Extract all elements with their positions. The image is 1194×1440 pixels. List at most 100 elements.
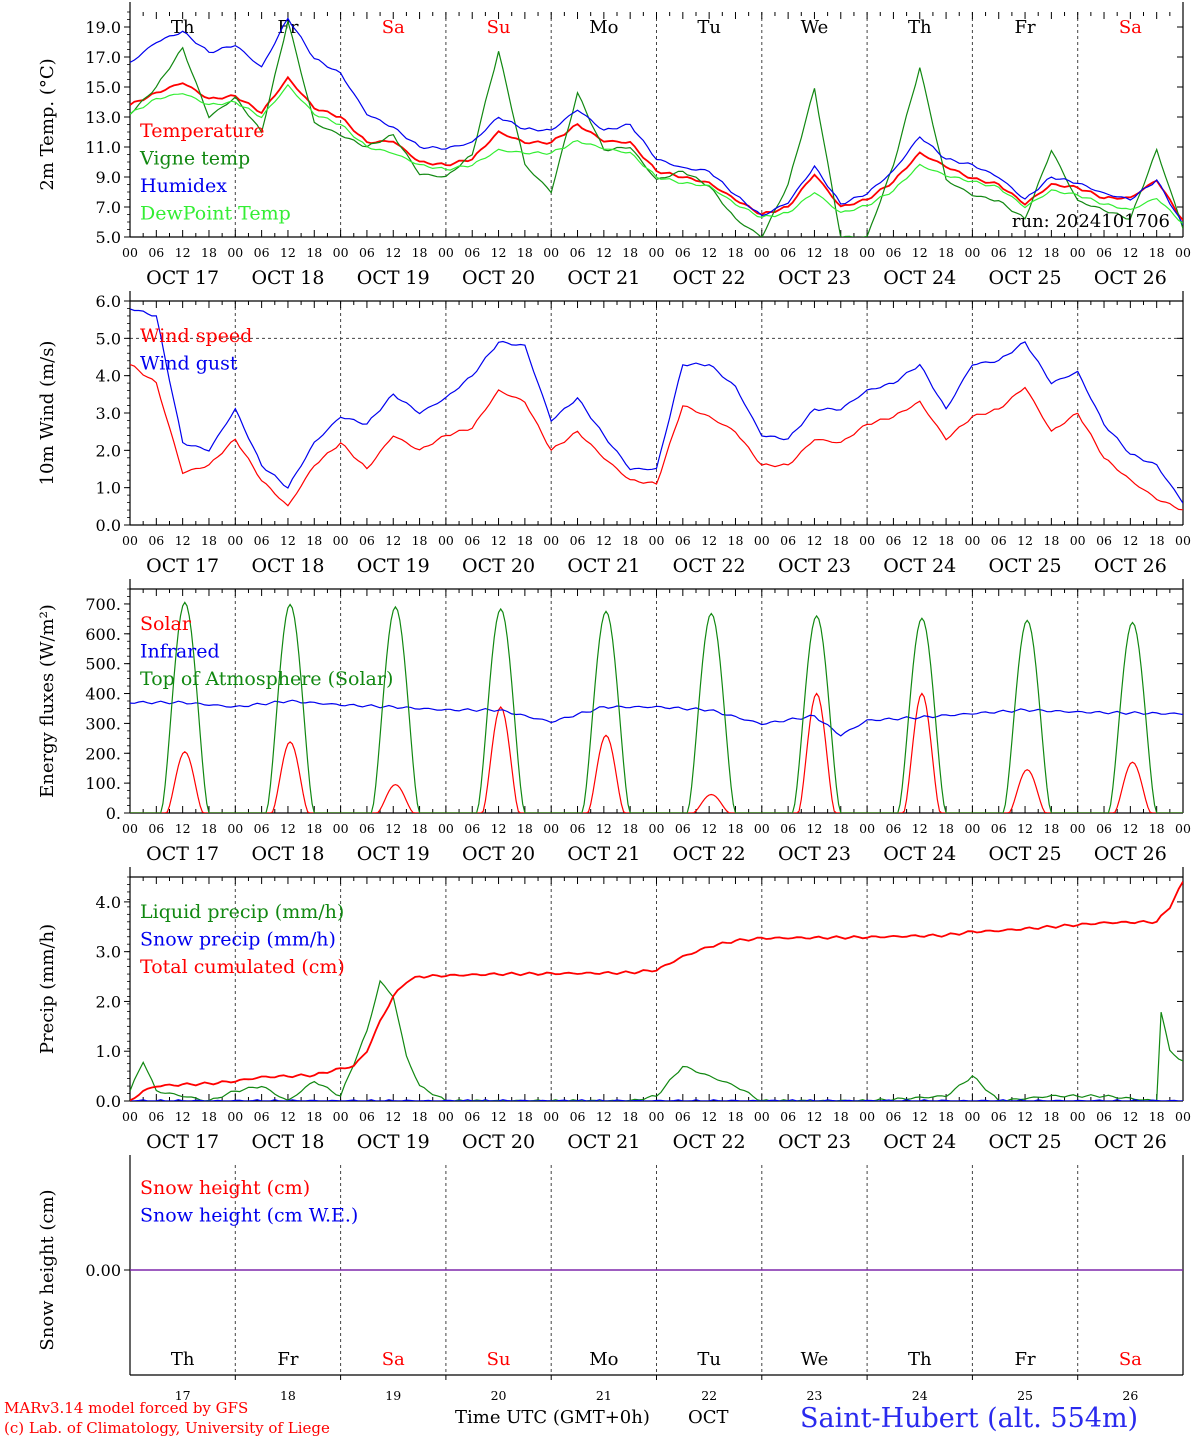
hour-tick-label: 18 bbox=[201, 245, 217, 260]
date-label: OCT 22 bbox=[673, 555, 746, 577]
date-label: OCT 20 bbox=[462, 555, 535, 577]
date-label: OCT 18 bbox=[251, 267, 324, 289]
hour-tick-label: 06 bbox=[885, 1109, 901, 1124]
hour-tick-label: 12 bbox=[491, 821, 507, 836]
hour-tick-label: 06 bbox=[991, 533, 1007, 548]
hour-tick-label: 18 bbox=[833, 245, 849, 260]
hour-tick-label: 00 bbox=[333, 1109, 349, 1124]
legend-entry: Temperature bbox=[140, 120, 264, 142]
hour-tick-label: 00 bbox=[859, 821, 875, 836]
hour-tick-label: 18 bbox=[622, 533, 638, 548]
hour-tick-label: 06 bbox=[254, 245, 270, 260]
hour-tick-label: 12 bbox=[491, 1109, 507, 1124]
series-line-total-cumulated-cm- bbox=[130, 881, 1183, 1101]
weekday-label: Fr bbox=[1015, 17, 1036, 38]
y-tick-label: 7.0 bbox=[96, 198, 121, 217]
hour-tick-label: 06 bbox=[885, 533, 901, 548]
y-tick-label: 1.0 bbox=[96, 1042, 121, 1061]
hour-tick-label: 12 bbox=[491, 245, 507, 260]
date-label: OCT 22 bbox=[673, 843, 746, 865]
hour-tick-label: 18 bbox=[1149, 533, 1165, 548]
hour-tick-label: 06 bbox=[675, 1109, 691, 1124]
hour-tick-label: 12 bbox=[596, 821, 612, 836]
hour-tick-label: 06 bbox=[780, 1109, 796, 1124]
hour-tick-label: 00 bbox=[859, 533, 875, 548]
y-tick-label: 400. bbox=[85, 685, 121, 704]
hour-tick-label: 12 bbox=[912, 821, 928, 836]
y-tick-label: 500. bbox=[85, 655, 121, 674]
date-label: OCT 22 bbox=[673, 267, 746, 289]
series-group bbox=[130, 601, 1183, 813]
hour-tick-label: 12 bbox=[175, 533, 191, 548]
hour-tick-label: 18 bbox=[517, 1109, 533, 1124]
y-tick-label: 700. bbox=[85, 595, 121, 614]
hour-tick-label: 00 bbox=[1175, 245, 1191, 260]
hour-tick-label: 00 bbox=[227, 533, 243, 548]
hour-tick-label: 18 bbox=[728, 1109, 744, 1124]
hour-tick-label: 18 bbox=[306, 821, 322, 836]
date-label: OCT 24 bbox=[883, 843, 956, 865]
series-group bbox=[130, 17, 1183, 237]
hour-tick-label: 18 bbox=[728, 533, 744, 548]
series-line-vigne-temp bbox=[130, 21, 1183, 237]
date-label: OCT 19 bbox=[357, 555, 430, 577]
hour-tick-label: 06 bbox=[464, 1109, 480, 1124]
day-number-label: 24 bbox=[912, 1388, 928, 1403]
hour-tick-label: 18 bbox=[1149, 821, 1165, 836]
date-label: OCT 25 bbox=[989, 267, 1062, 289]
hour-tick-label: 00 bbox=[964, 245, 980, 260]
hour-tick-label: 18 bbox=[201, 533, 217, 548]
legend-entry: Top of Atmosphere (Solar) bbox=[140, 668, 393, 690]
legend-entry: Solar bbox=[140, 613, 192, 635]
weekday-label: Th bbox=[171, 17, 195, 38]
weekday-label: Th bbox=[908, 1349, 932, 1370]
hour-tick-label: 06 bbox=[148, 245, 164, 260]
hour-tick-label: 00 bbox=[543, 821, 559, 836]
legend-entry: Vigne temp bbox=[139, 148, 250, 170]
y-tick-label: 600. bbox=[85, 625, 121, 644]
hour-tick-label: 12 bbox=[701, 245, 717, 260]
y-tick-label: 2.0 bbox=[96, 441, 121, 460]
date-label: OCT 19 bbox=[357, 843, 430, 865]
hour-tick-label: 00 bbox=[754, 1109, 770, 1124]
weekday-label: Fr bbox=[277, 17, 298, 38]
series-line-snow-precip-mm-h- bbox=[130, 1099, 1183, 1101]
y-tick-label: 15.0 bbox=[85, 78, 121, 97]
y-tick-label: 0.0 bbox=[96, 516, 121, 535]
hour-tick-label: 00 bbox=[438, 1109, 454, 1124]
weekday-label: Su bbox=[487, 17, 511, 38]
hour-tick-label: 18 bbox=[306, 245, 322, 260]
y-tick-label: 6.0 bbox=[96, 292, 121, 311]
hour-tick-label: 00 bbox=[333, 245, 349, 260]
hour-tick-label: 18 bbox=[201, 821, 217, 836]
hour-tick-label: 18 bbox=[622, 821, 638, 836]
hour-tick-label: 18 bbox=[938, 821, 954, 836]
hour-tick-label: 06 bbox=[464, 533, 480, 548]
date-label: OCT 17 bbox=[146, 267, 219, 289]
hour-tick-label: 06 bbox=[675, 821, 691, 836]
hour-tick-label: 00 bbox=[1175, 533, 1191, 548]
hour-tick-label: 00 bbox=[1070, 1109, 1086, 1124]
y-tick-label: 0.0 bbox=[96, 1092, 121, 1111]
y-tick-label: 11.0 bbox=[85, 138, 121, 157]
weekday-label: Th bbox=[908, 17, 932, 38]
hour-tick-label: 12 bbox=[385, 245, 401, 260]
hour-tick-label: 06 bbox=[254, 821, 270, 836]
day-number-label: 21 bbox=[596, 1388, 612, 1403]
credit-line-1: MARv3.14 model forced by GFS bbox=[4, 1399, 248, 1417]
hour-tick-label: 06 bbox=[148, 1109, 164, 1124]
y-tick-label: 17.0 bbox=[85, 48, 121, 67]
hour-tick-label: 12 bbox=[806, 245, 822, 260]
hour-tick-label: 00 bbox=[122, 1109, 138, 1124]
day-number-label: 26 bbox=[1122, 1388, 1138, 1403]
day-number-label: 25 bbox=[1017, 1388, 1033, 1403]
panel-4: 0.0 1.0 2.0 3.0 4.0 Precip (mm/h) 00 06 12 18 00 06… bbox=[37, 867, 1191, 1153]
y-axis-title: 2m Temp. (°C) bbox=[37, 58, 58, 190]
y-tick-label: 5.0 bbox=[96, 329, 121, 348]
weekday-label: Sa bbox=[1119, 17, 1142, 38]
hour-tick-label: 00 bbox=[227, 1109, 243, 1124]
hour-tick-label: 00 bbox=[227, 821, 243, 836]
weekday-label: Tu bbox=[697, 1349, 721, 1370]
hour-tick-label: 12 bbox=[1122, 533, 1138, 548]
hour-tick-label: 12 bbox=[1017, 533, 1033, 548]
